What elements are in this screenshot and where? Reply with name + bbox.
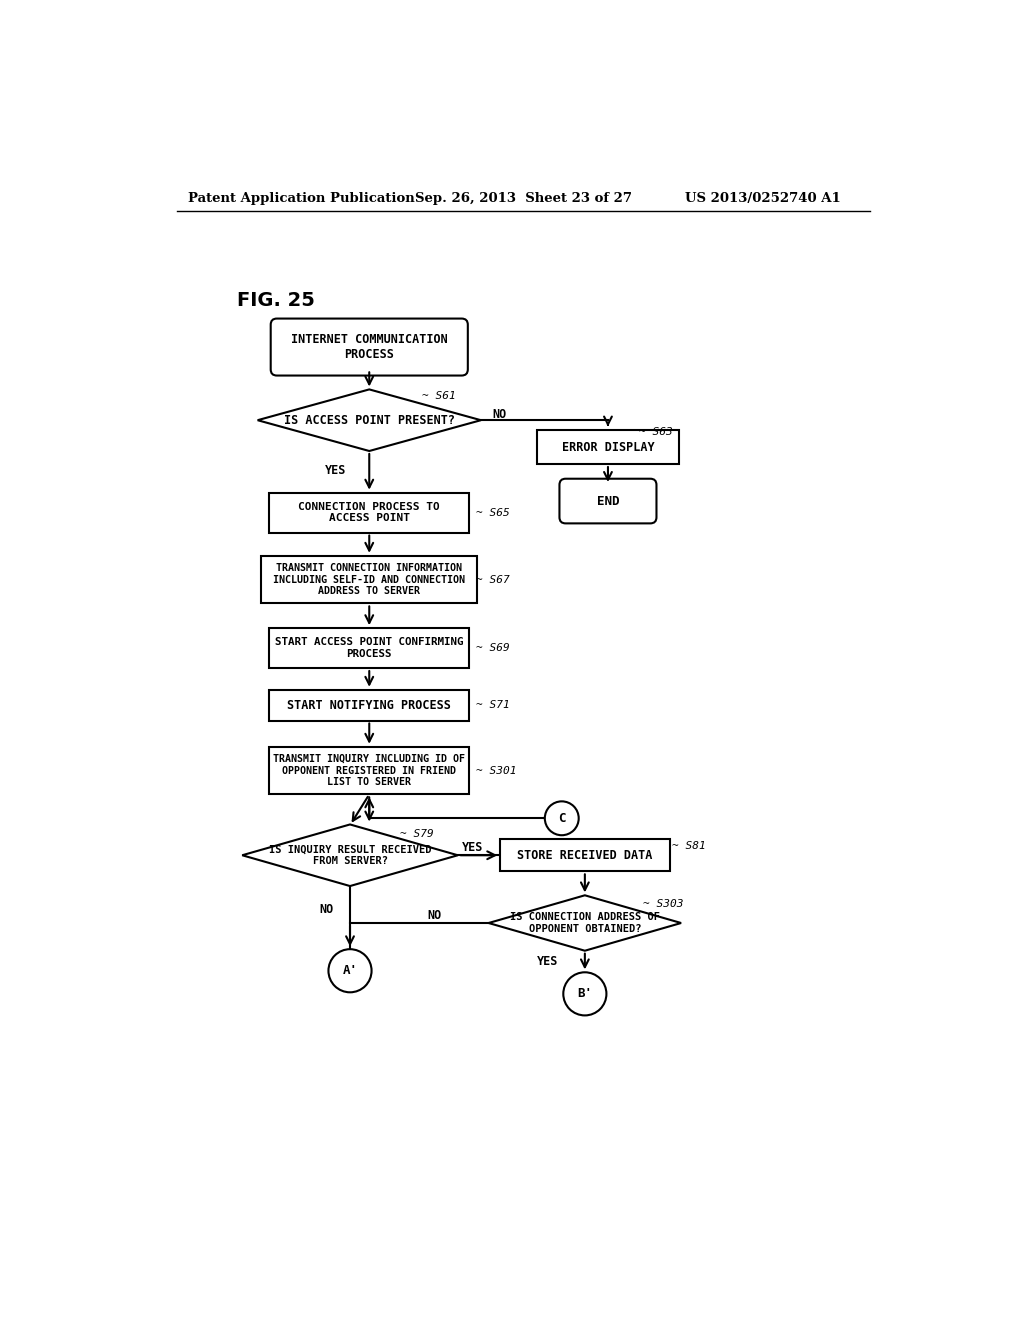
Text: START NOTIFYING PROCESS: START NOTIFYING PROCESS (288, 698, 452, 711)
Text: IS INQUIRY RESULT RECEIVED
FROM SERVER?: IS INQUIRY RESULT RECEIVED FROM SERVER? (268, 845, 431, 866)
Bar (269, 689, 469, 721)
Polygon shape (243, 825, 458, 886)
Text: C: C (558, 812, 565, 825)
Text: TRANSMIT CONNECTION INFORMATION
INCLUDING SELF-ID AND CONNECTION
ADDRESS TO SERV: TRANSMIT CONNECTION INFORMATION INCLUDIN… (273, 564, 465, 597)
Text: ~ S81: ~ S81 (672, 841, 706, 851)
Text: ~ S79: ~ S79 (400, 829, 434, 838)
Bar (269, 747, 469, 795)
Text: STORE RECEIVED DATA: STORE RECEIVED DATA (517, 849, 652, 862)
Text: ~ S65: ~ S65 (475, 508, 509, 517)
Text: TRANSMIT INQUIRY INCLUDING ID OF
OPPONENT REGISTERED IN FRIEND
LIST TO SERVER: TRANSMIT INQUIRY INCLUDING ID OF OPPONEN… (273, 754, 465, 787)
Text: US 2013/0252740 A1: US 2013/0252740 A1 (685, 191, 841, 205)
Text: ~ S61: ~ S61 (422, 391, 456, 400)
Text: NO: NO (319, 903, 334, 916)
Text: IS CONNECTION ADDRESS OF
OPPONENT OBTAINED?: IS CONNECTION ADDRESS OF OPPONENT OBTAIN… (510, 912, 659, 933)
Text: B': B' (578, 987, 592, 1001)
Text: YES: YES (462, 841, 483, 854)
Text: Patent Application Publication: Patent Application Publication (188, 191, 415, 205)
Text: CONNECTION PROCESS TO
ACCESS POINT: CONNECTION PROCESS TO ACCESS POINT (298, 502, 440, 524)
Polygon shape (258, 389, 481, 451)
Text: NO: NO (493, 408, 507, 421)
Bar (269, 492, 469, 532)
Text: YES: YES (326, 463, 347, 477)
Circle shape (563, 973, 606, 1015)
Text: ~ S71: ~ S71 (475, 700, 509, 710)
Circle shape (545, 801, 579, 836)
Text: INTERNET COMMUNICATION
PROCESS: INTERNET COMMUNICATION PROCESS (291, 333, 447, 362)
Text: ERROR DISPLAY: ERROR DISPLAY (561, 441, 654, 454)
Text: FIG. 25: FIG. 25 (237, 292, 314, 310)
Bar (500, 840, 670, 871)
FancyBboxPatch shape (270, 318, 468, 376)
Circle shape (329, 949, 372, 993)
Bar (269, 628, 469, 668)
Bar (537, 430, 679, 465)
Bar (261, 556, 477, 603)
Text: START ACCESS POINT CONFIRMING
PROCESS: START ACCESS POINT CONFIRMING PROCESS (275, 638, 464, 659)
Text: IS ACCESS POINT PRESENT?: IS ACCESS POINT PRESENT? (284, 413, 455, 426)
Text: ~ S303: ~ S303 (643, 899, 683, 908)
Text: Sep. 26, 2013  Sheet 23 of 27: Sep. 26, 2013 Sheet 23 of 27 (416, 191, 633, 205)
Text: ~ S63: ~ S63 (639, 426, 673, 437)
Text: YES: YES (538, 954, 558, 968)
Text: ~ S69: ~ S69 (475, 643, 509, 653)
Text: ~ S301: ~ S301 (475, 766, 516, 776)
FancyBboxPatch shape (559, 479, 656, 524)
Polygon shape (488, 895, 681, 950)
Text: NO: NO (428, 908, 441, 921)
Text: ~ S67: ~ S67 (475, 574, 509, 585)
Text: END: END (597, 495, 620, 508)
Text: A': A' (342, 964, 357, 977)
